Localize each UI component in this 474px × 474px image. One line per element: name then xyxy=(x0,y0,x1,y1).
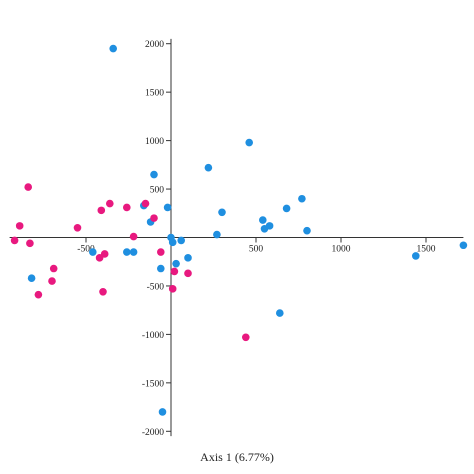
data-point xyxy=(15,222,24,230)
data-point xyxy=(213,230,221,239)
data-point xyxy=(276,309,284,317)
data-point xyxy=(459,241,468,250)
data-point xyxy=(73,224,82,232)
y-tick-label: -1500 xyxy=(142,379,164,389)
data-point xyxy=(49,264,58,273)
data-point xyxy=(26,239,34,248)
data-point xyxy=(34,290,43,299)
data-point xyxy=(184,254,192,262)
data-point xyxy=(141,199,150,208)
data-point xyxy=(245,138,253,147)
data-points xyxy=(10,44,468,416)
data-point xyxy=(157,248,165,256)
x-axis-title: Axis 1 (6.77%) xyxy=(200,450,274,464)
data-point xyxy=(303,226,311,235)
data-point xyxy=(129,248,138,256)
y-tick-label: 2000 xyxy=(145,40,164,50)
data-point xyxy=(168,238,177,247)
data-point xyxy=(242,333,250,342)
y-tick-label: 1000 xyxy=(145,137,164,147)
data-point xyxy=(106,199,114,208)
data-point xyxy=(163,203,172,212)
data-point xyxy=(265,222,274,230)
data-point xyxy=(95,254,104,262)
data-point xyxy=(24,183,32,191)
data-point xyxy=(150,214,158,222)
y-tick-label: -500 xyxy=(147,282,165,292)
tick-labels: -500 500 1000 1500 2000 1500 1000 500 -500 -1000 -… xyxy=(77,40,435,438)
y-tick-label: 1500 xyxy=(145,89,164,99)
data-point xyxy=(97,206,106,215)
data-point xyxy=(172,259,180,268)
data-point xyxy=(123,248,131,256)
data-point xyxy=(158,408,167,416)
data-point xyxy=(157,264,165,273)
data-point xyxy=(48,277,56,285)
data-point xyxy=(177,236,185,245)
x-tick-label: 500 xyxy=(249,245,264,255)
tick-marks xyxy=(85,43,427,432)
data-point xyxy=(27,274,36,282)
data-point xyxy=(282,204,291,213)
x-tick-label: 1500 xyxy=(417,245,436,255)
y-tick-label: -1000 xyxy=(142,331,164,341)
data-point xyxy=(412,252,420,260)
data-point xyxy=(218,208,226,217)
data-point xyxy=(99,287,107,296)
data-point xyxy=(150,170,158,179)
y-tick-label: 500 xyxy=(150,186,165,196)
data-point xyxy=(184,269,192,278)
data-point xyxy=(259,216,267,224)
data-point xyxy=(123,203,131,212)
data-point xyxy=(129,232,138,241)
data-point xyxy=(168,285,177,293)
y-tick-label: -2000 xyxy=(142,428,164,438)
x-tick-label: 1000 xyxy=(332,245,351,255)
data-point xyxy=(170,267,179,276)
data-point xyxy=(204,163,213,172)
data-point xyxy=(89,248,97,256)
data-point xyxy=(298,194,306,203)
data-point xyxy=(109,44,117,53)
data-point xyxy=(10,236,19,245)
axes xyxy=(9,38,464,437)
x-tick-label: -500 xyxy=(77,245,95,255)
